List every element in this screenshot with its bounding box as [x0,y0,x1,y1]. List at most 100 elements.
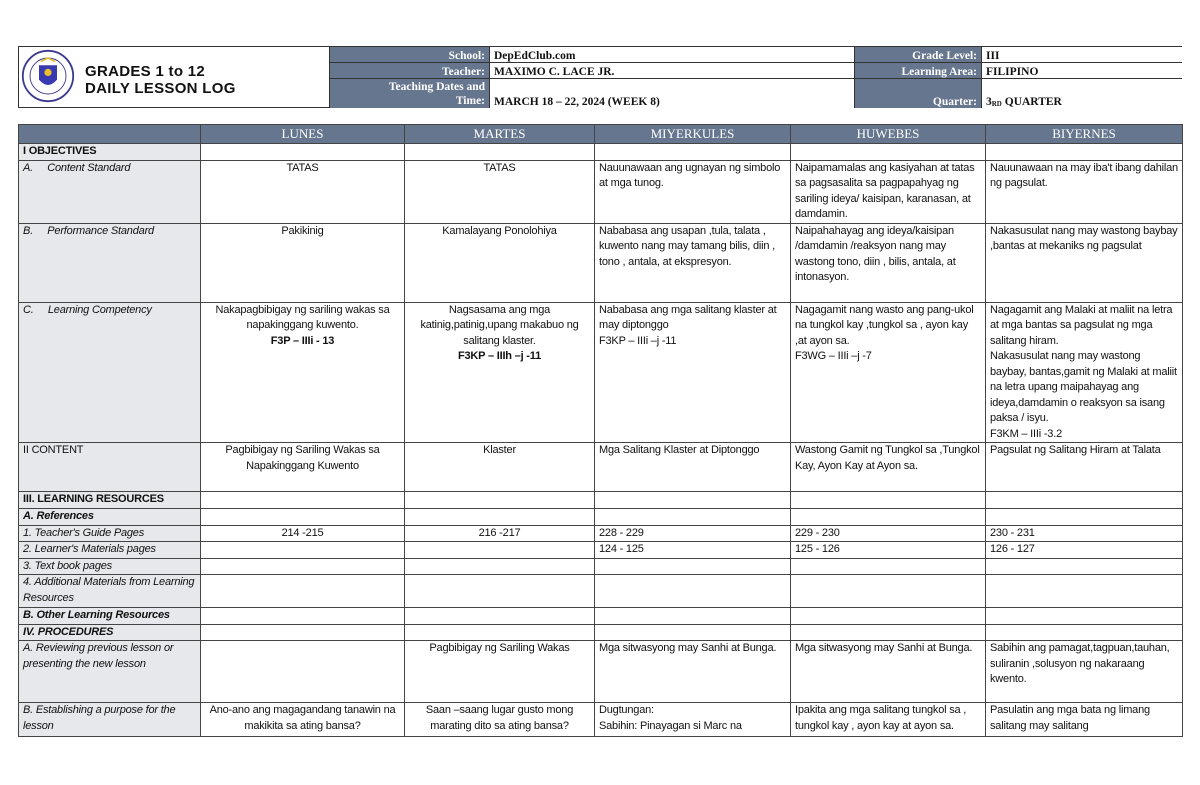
day-header: MARTES [404,124,595,144]
school-label: School: [329,47,489,63]
cell-text: Pakikinig [281,224,324,237]
cell-text: 228 - 229 [599,526,644,539]
table-cell [200,640,405,703]
table-cell: Ipakita ang mga salitang tungkol sa , tu… [790,702,986,737]
table-cell: Ano-ano ang magagandang tanawin na makik… [200,702,405,737]
table-cell: Naipamamalas ang kasiyahan at tatas sa p… [790,159,986,224]
table-row: 4. Additional Materials from Learning Re… [18,574,1183,608]
table-row: II CONTENT Pagbibigay ng Sariling Wakas s… [18,442,1183,492]
cell-text: 229 - 230 [795,526,840,539]
cell-text: Nababasa ang usapan ,tula, talata , kuwe… [599,224,776,268]
cell-text: Kamalayang Ponolohiya [442,224,557,237]
table-cell: 228 - 229 [594,524,791,542]
document-title: GRADES 1 to 12 DAILY LESSON LOG [85,63,236,97]
table-cell [985,491,1183,509]
cell-text: Klaster [483,444,516,456]
table-cell [594,623,791,641]
table-cell [985,557,1183,575]
table-cell: Pakikinig [200,222,405,303]
table-cell [200,541,405,559]
cell-text: 216 -217 [478,526,521,539]
table-cell: Saan –saang lugar gusto mong marating di… [404,702,595,737]
row-label: 1. Teacher's Guide Pages [18,524,201,542]
row-label: B. Other Learning Resources [18,607,201,625]
cell-text: Pagsulat ng Salitang Hiram at Talata [990,444,1161,456]
cell-text: Nagsasama ang mga katinig,patinig,upang … [420,303,579,347]
row-label: 4. Additional Materials from Learning Re… [18,574,201,608]
table-row: A. References [18,508,1183,526]
table-cell: Nababasa ang usapan ,tula, talata , kuwe… [594,222,791,303]
cell-text: Pagbibigay ng Sariling Wakas [429,642,570,654]
table-cell [200,508,405,526]
table-cell [594,508,791,526]
table-cell [200,623,405,641]
table-cell: 125 - 126 [790,541,986,559]
lesson-log-table: LUNES MARTES MIYERKULES HUWEBES BIYERNES… [18,124,1183,737]
table-cell [200,574,405,608]
day-header: BIYERNES [985,124,1183,144]
dates-label-2: Time: [455,95,485,107]
table-cell: TATAS [404,159,595,224]
table-cell: Dugtungan: Sabihin: Pinayagan si Marc na [594,702,791,737]
cell-text: Nagagamit nang wasto ang pang-ukol na tu… [795,303,974,363]
table-cell: 229 - 230 [790,524,986,542]
table-cell [790,607,986,625]
cell-text: TATAS [286,161,319,174]
quarter-suffix: RD [991,100,1002,108]
cell-text: Mga Salitang Klaster at Diptonggo [599,444,760,456]
table-cell: Nakasusulat nang may wastong baybay ,ban… [985,222,1183,303]
table-cell: Klaster [404,442,595,492]
row-label: III. LEARNING RESOURCES [18,491,201,509]
cell-text: Sabihin ang pamagat,tagpuan,tauhan, suli… [990,642,1170,685]
day-header: LUNES [200,124,405,144]
day-header-row: LUNES MARTES MIYERKULES HUWEBES BIYERNES [18,124,1183,144]
table-row: B. Establishing a purpose for the lesson… [18,702,1183,737]
row-label: 2. Learner's Materials pages [18,541,201,559]
table-row: B. Performance Standard Pakikinig Kamalaya… [18,222,1183,303]
table-cell [404,491,595,509]
table-cell: Mga sitwasyong may Sanhi at Bunga. [594,640,791,703]
table-cell: Sabihin ang pamagat,tagpuan,tauhan, suli… [985,640,1183,703]
table-cell [790,491,986,509]
table-cell [594,557,791,575]
row-label: C. Learning Competency [18,301,201,443]
cell-text: Ano-ano ang magagandang tanawin na makik… [209,704,396,732]
row-label: II CONTENT [18,442,201,492]
cell-text: Wastong Gamit ng Tungkol sa ,Tungkol Kay… [795,444,980,472]
competency-code: F3P – IIIi - 13 [270,334,335,347]
table-cell: 214 -215 [200,524,405,542]
cell-text: TATAS [483,161,516,174]
table-cell: Nababasa ang mga salitang klaster at may… [594,301,791,443]
dates-label-1: Teaching Dates and [388,81,485,93]
day-header: HUWEBES [790,124,986,144]
row-label: A. Reviewing previous lesson or presenti… [18,640,201,703]
table-cell [404,607,595,625]
area-value: FILIPINO [981,63,1182,79]
dates-value: MARCH 18 – 22, 2024 (WEEK 8) [489,79,854,108]
school-value: DepEdClub.com [489,47,854,63]
cell-text: Nababasa ang mga salitang klaster at may… [599,303,777,347]
cell-text: Naipamamalas ang kasiyahan at tatas sa p… [795,161,975,221]
quarter-number: 3 [986,96,992,108]
table-cell [404,508,595,526]
table-cell [594,491,791,509]
corner-cell [18,124,201,144]
grade-value: III [981,47,1182,63]
table-cell [404,574,595,608]
table-row: C. Learning Competency Nakapagbibigay ng … [18,301,1183,443]
teacher-label: Teacher: [329,63,489,79]
cell-text: 126 - 127 [990,543,1035,555]
cell-text: Pasulatin ang mga bata ng limang salitan… [990,704,1150,732]
table-cell: Kamalayang Ponolohiya [404,222,595,303]
table-cell [404,557,595,575]
table-cell [404,143,595,161]
table-cell: Naipahahayag ang ideya/kaisipan /damdami… [790,222,986,303]
table-cell [985,607,1183,625]
table-cell [404,541,595,559]
grade-label: Grade Level: [854,47,981,63]
table-cell [985,143,1183,161]
table-cell: 124 - 125 [594,541,791,559]
table-cell [790,557,986,575]
title-line-2: DAILY LESSON LOG [85,80,236,97]
table-cell: Pasulatin ang mga bata ng limang salitan… [985,702,1183,737]
